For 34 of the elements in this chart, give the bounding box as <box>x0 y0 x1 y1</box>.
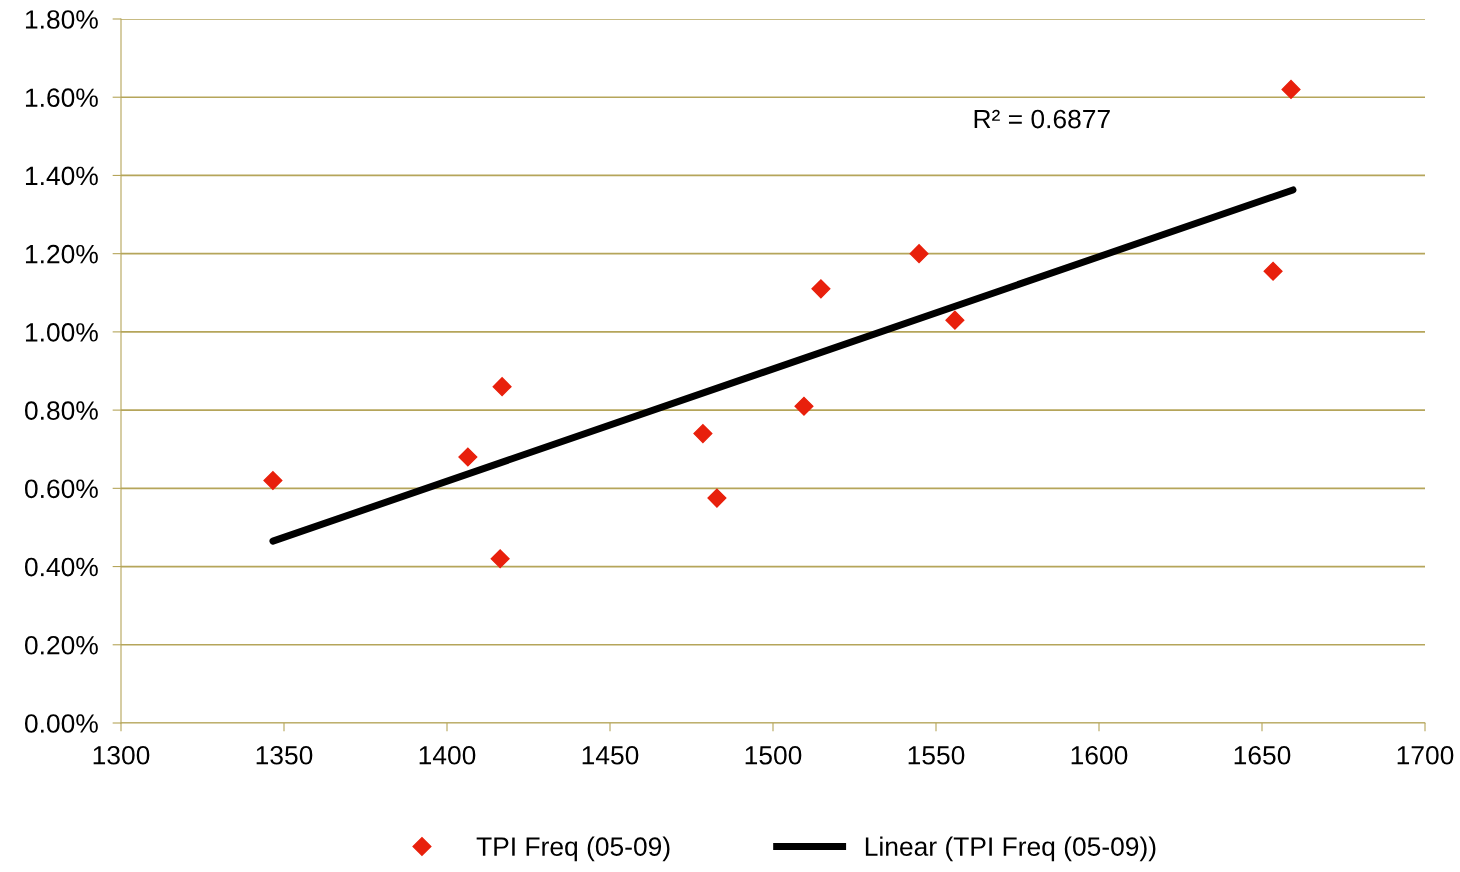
point <box>811 279 831 299</box>
legend-label: TPI Freq (05-09) <box>476 836 670 862</box>
x-tick-label: 1400 <box>419 745 476 765</box>
point <box>492 377 512 397</box>
point <box>693 424 713 444</box>
y-tick-label: 1.40% <box>25 166 98 186</box>
point <box>945 310 965 330</box>
point <box>1263 261 1283 281</box>
point <box>794 396 814 416</box>
y-tick-label: 0.40% <box>24 557 98 577</box>
point <box>490 549 510 569</box>
x-tick-label: 1500 <box>745 745 802 765</box>
y-tick-label: 0.60% <box>24 479 98 499</box>
point <box>1281 79 1301 99</box>
y-tick-label: 1.00% <box>25 323 98 342</box>
x-tick-label: 1550 <box>908 745 965 765</box>
y-tick-label: 0.20% <box>24 635 98 655</box>
y-tick-label: 1.80% <box>25 10 98 29</box>
x-tick-label: 1450 <box>582 745 639 765</box>
y-tick-label: 0.80% <box>24 401 98 420</box>
point <box>263 470 283 491</box>
point <box>909 244 929 264</box>
y-tick-label: 1.20% <box>25 244 98 264</box>
legend-label: Linear (TPI Freq (05-09)) <box>865 836 1156 862</box>
y-tick-label: 0.00% <box>24 714 98 733</box>
x-tick-label: 1350 <box>256 745 313 765</box>
y-tick-label: 1.60% <box>25 88 98 108</box>
x-tick-label: 1600 <box>1071 745 1128 765</box>
point <box>707 488 727 508</box>
x-tick-label: 1700 <box>1397 745 1454 765</box>
annotation: R² = 0.6877 <box>974 109 1110 129</box>
x-tick-label: 1300 <box>93 745 150 765</box>
point <box>458 447 478 467</box>
x-tick-label: 1650 <box>1234 745 1291 765</box>
